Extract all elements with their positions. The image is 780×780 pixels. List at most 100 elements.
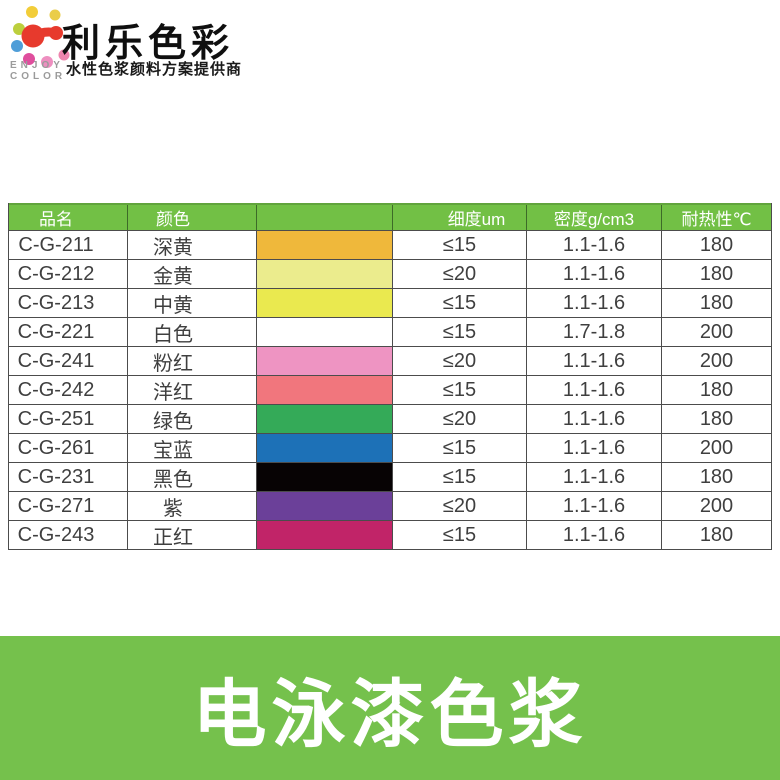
color-swatch <box>257 231 393 259</box>
spec-table: 品名 颜色 细度um 密度g/cm3 耐热性℃ C-G-211 深黄 ≤15 1… <box>8 203 772 550</box>
logo-dot <box>58 49 70 61</box>
cell-color-name: 白色 <box>128 318 257 346</box>
cell-heat: 180 <box>699 291 734 314</box>
logo-dot <box>13 23 25 35</box>
cell-density: 1.1-1.6 <box>527 347 662 375</box>
cell-color-name: 粉红 <box>128 347 257 375</box>
cell-code: C-G-251 <box>9 405 128 433</box>
cell-heat: 180 <box>699 233 734 256</box>
table-row: C-G-261 宝蓝 ≤15 1.1-1.6 200 <box>9 434 771 463</box>
cell-density: 1.1-1.6 <box>527 405 662 433</box>
cell-fineness: ≤15 <box>393 318 527 346</box>
cell-code: C-G-212 <box>9 260 128 288</box>
table-row: C-G-211 深黄 ≤15 1.1-1.6 180 <box>9 231 771 260</box>
color-swatch <box>257 289 393 317</box>
table-row: C-G-242 洋红 ≤15 1.1-1.6 180 <box>9 376 771 405</box>
table-row: C-G-251 绿色 ≤20 1.1-1.6 180 <box>9 405 771 434</box>
cell-color-name: 中黄 <box>128 289 257 317</box>
header-color: 颜色 <box>128 205 257 230</box>
logo-dot <box>49 9 61 21</box>
cell-color-name: 绿色 <box>128 405 257 433</box>
cell-fineness: ≤15 <box>393 463 527 491</box>
cell-density: 1.7-1.8 <box>527 318 662 346</box>
table-row: C-G-213 中黄 ≤15 1.1-1.6 180 <box>9 289 771 318</box>
cell-fineness: ≤15 <box>393 231 527 259</box>
cell-code: C-G-213 <box>9 289 128 317</box>
logo-dot <box>11 40 23 52</box>
cell-heat: 180 <box>699 262 734 285</box>
cell-fineness: ≤15 <box>393 434 527 462</box>
cell-color-name: 深黄 <box>128 231 257 259</box>
cell-heat: 200 <box>699 349 734 372</box>
cell-fineness: ≤15 <box>393 289 527 317</box>
cell-heat: 180 <box>699 407 734 430</box>
cell-density: 1.1-1.6 <box>527 463 662 491</box>
product-banner: 电泳漆色浆 <box>0 636 780 780</box>
color-swatch <box>257 318 393 346</box>
table-header-row: 品名 颜色 细度um 密度g/cm3 耐热性℃ <box>9 203 771 231</box>
color-swatch <box>257 405 393 433</box>
color-swatch <box>257 376 393 404</box>
cell-fineness: ≤20 <box>393 260 527 288</box>
cell-code: C-G-243 <box>9 521 128 549</box>
cell-fineness: ≤20 <box>393 492 527 520</box>
logo-center-blob <box>28 27 61 41</box>
cell-heat: 200 <box>699 494 734 517</box>
cell-code: C-G-231 <box>9 463 128 491</box>
cell-color-name: 紫 <box>128 492 257 520</box>
header-fineness: 细度um <box>393 205 527 230</box>
logo-dot <box>23 53 35 65</box>
brand-en-line1: ENJOY <box>10 60 64 71</box>
cell-heat: 200 <box>699 320 734 343</box>
cell-density: 1.1-1.6 <box>527 434 662 462</box>
table-row: C-G-221 白色 ≤15 1.7-1.8 200 <box>9 318 771 347</box>
banner-title: 电泳漆色浆 <box>192 672 588 756</box>
brand-english-text: ENJOY COLOR <box>10 60 66 82</box>
color-swatch <box>257 260 393 288</box>
cell-density: 1.1-1.6 <box>527 260 662 288</box>
table-row: C-G-212 金黄 ≤20 1.1-1.6 180 <box>9 260 771 289</box>
cell-code: C-G-242 <box>9 376 128 404</box>
brand-name: 利乐色彩 <box>62 23 235 65</box>
table-row: C-G-243 正红 ≤15 1.1-1.6 180 <box>9 521 771 550</box>
header-name: 品名 <box>9 205 128 230</box>
cell-heat: 200 <box>699 436 734 459</box>
header-density: 密度g/cm3 <box>527 205 662 230</box>
cell-fineness: ≤20 <box>393 347 527 375</box>
cell-heat: 180 <box>699 523 734 546</box>
cell-color-name: 黑色 <box>128 463 257 491</box>
cell-density: 1.1-1.6 <box>527 521 662 549</box>
brand-tagline: 水性色浆颜料方案提供商 <box>66 61 243 78</box>
cell-code: C-G-241 <box>9 347 128 375</box>
cell-color-name: 洋红 <box>128 376 257 404</box>
table-row: C-G-271 紫 ≤20 1.1-1.6 200 <box>9 492 771 521</box>
cell-density: 1.1-1.6 <box>527 376 662 404</box>
table-row: C-G-241 粉红 ≤20 1.1-1.6 200 <box>9 347 771 376</box>
cell-fineness: ≤20 <box>393 405 527 433</box>
logo-dot <box>26 6 38 18</box>
cell-code: C-G-221 <box>9 318 128 346</box>
table-row: C-G-231 黑色 ≤15 1.1-1.6 180 <box>9 463 771 492</box>
cell-heat: 180 <box>699 465 734 488</box>
cell-fineness: ≤15 <box>393 376 527 404</box>
cell-code: C-G-271 <box>9 492 128 520</box>
cell-fineness: ≤15 <box>393 521 527 549</box>
cell-heat: 180 <box>699 378 734 401</box>
brand-en-line2: COLOR <box>10 71 67 82</box>
color-swatch <box>257 521 393 549</box>
header-heat: 耐热性℃ <box>662 205 771 230</box>
cell-color-name: 正红 <box>128 521 257 549</box>
cell-density: 1.1-1.6 <box>527 289 662 317</box>
header-swatch <box>257 205 393 230</box>
cell-density: 1.1-1.6 <box>527 231 662 259</box>
cell-color-name: 宝蓝 <box>128 434 257 462</box>
cell-code: C-G-211 <box>9 231 128 259</box>
cell-density: 1.1-1.6 <box>527 492 662 520</box>
cell-code: C-G-261 <box>9 434 128 462</box>
color-swatch <box>257 463 393 491</box>
color-swatch <box>257 492 393 520</box>
brand-logo-icon <box>11 6 70 68</box>
logo-dot <box>41 56 53 68</box>
color-swatch <box>257 347 393 375</box>
